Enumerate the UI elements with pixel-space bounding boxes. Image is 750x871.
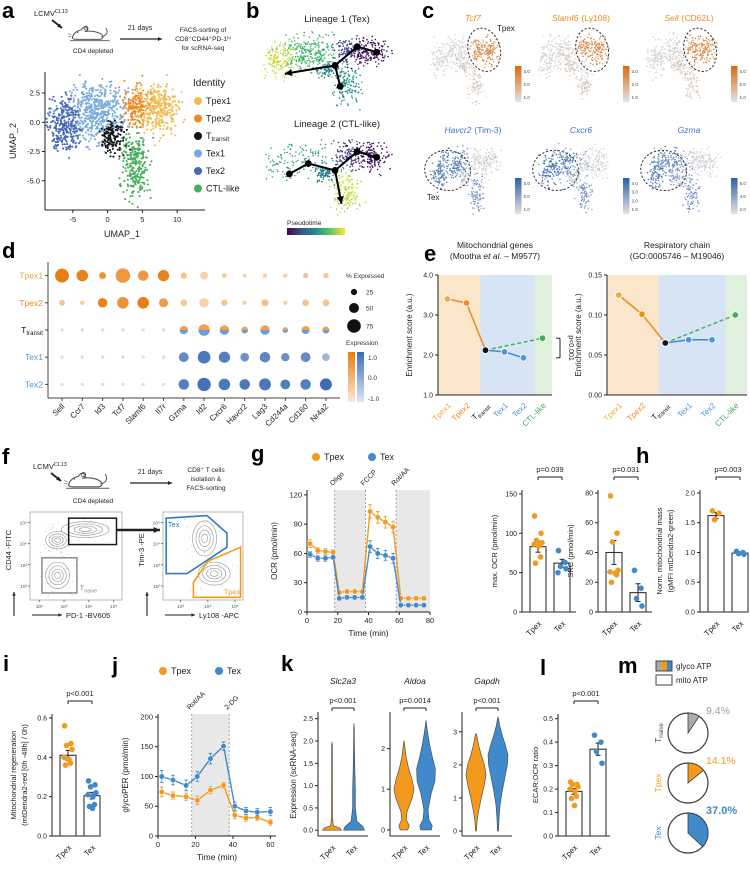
panel-c-label: c	[422, 0, 435, 23]
svg-text:FACS-sorting of: FACS-sorting of	[180, 27, 227, 34]
mouse-icon	[63, 471, 110, 489]
svg-text:21 days: 21 days	[128, 25, 153, 32]
svg-text:-5: -5	[69, 215, 76, 224]
umap-legend: Identity Tpex1 Tpex2 Ttransit Tex1 Tex2 CTL-li…	[193, 78, 240, 194]
svg-text:2.0: 2.0	[740, 82, 747, 87]
svg-text:2.0: 2.0	[524, 82, 531, 87]
panel-c: Tcf7 Tpex 3.0 2.0 1.0 Slamf6 (Ly108) 3.0 2.0 1.0 S…	[424, 13, 747, 215]
mouse-icon	[67, 25, 110, 42]
svg-text:10: 10	[173, 215, 181, 224]
svg-text:2.0: 2.0	[632, 82, 639, 87]
panel-a-label: a	[2, 0, 15, 23]
panel-e: Enrichment score (a.u.) Enrichment score …	[405, 240, 747, 428]
svg-text:1.0: 1.0	[524, 95, 531, 100]
svg-text:3.0: 3.0	[632, 69, 639, 74]
svg-text:Havcr2(Tim-3): Havcr2 (Tim-3)	[444, 125, 501, 135]
svg-text:Slamf6(Ly108): Slamf6 (Ly108)	[552, 13, 610, 23]
panel-b: Lineage 1 (Tex) Lineage 2 (CTL-like) Pseud…	[263, 14, 394, 235]
svg-text:Tpex2: Tpex2	[206, 114, 231, 124]
panel-k: Expression (scRNA-seq)Slc2a3p<0.0010.00.…	[289, 676, 512, 862]
svg-text:3.0: 3.0	[524, 69, 531, 74]
svg-text:0: 0	[106, 215, 110, 224]
svg-text:0.0: 0.0	[30, 118, 40, 127]
panel-a: LCMVCL13 21 days FACS-sorting ofCD8⁺CD44⁺P…	[8, 9, 240, 239]
svg-text:2.5: 2.5	[30, 89, 40, 98]
svg-text:1.0: 1.0	[740, 95, 747, 100]
svg-text:-5.0: -5.0	[27, 176, 40, 185]
svg-text:Tpex1: Tpex1	[206, 96, 231, 106]
svg-text:5: 5	[140, 215, 144, 224]
svg-text:CD4 depleted: CD4 depleted	[73, 48, 114, 55]
svg-text:Tex2: Tex2	[206, 166, 225, 176]
svg-text:Tex1: Tex1	[206, 149, 225, 159]
svg-text:Pseudotime: Pseudotime	[287, 220, 322, 227]
svg-text:3.0: 3.0	[740, 69, 747, 74]
panel-j-label: j	[112, 653, 119, 678]
panel-b-label: b	[246, 0, 260, 23]
svg-text:Tcf7: Tcf7	[465, 13, 481, 23]
svg-text:CD8⁺CD44⁺PD-1ʰⁱ: CD8⁺CD44⁺PD-1ʰⁱ	[175, 35, 231, 43]
svg-text:LCMVCL13: LCMVCL13	[34, 9, 68, 18]
panel-d-label: d	[2, 238, 16, 263]
trajectory	[285, 148, 381, 204]
panel-k-label: k	[281, 651, 294, 676]
svg-text:UMAP_2: UMAP_2	[8, 123, 18, 159]
panel-l-label: l	[540, 655, 547, 680]
svg-text:Sell(CD62L): Sell (CD62L)	[664, 13, 713, 23]
svg-text:Tpex: Tpex	[497, 24, 515, 33]
panel-g-label: g	[251, 441, 265, 466]
panel-f-label: f	[2, 444, 10, 469]
svg-text:Identity: Identity	[193, 78, 225, 89]
panel-m-label: m	[618, 653, 638, 678]
svg-text:UMAP_1: UMAP_1	[104, 229, 140, 239]
trajectory	[284, 43, 381, 90]
panel-i-label: i	[3, 651, 10, 676]
svg-text:CTL-like: CTL-like	[206, 184, 240, 194]
umap-plot	[45, 73, 186, 209]
svg-text:-2.5: -2.5	[27, 147, 40, 156]
panel-h-label: h	[636, 443, 650, 468]
svg-text:Lineage 2 (CTL-like): Lineage 2 (CTL-like)	[294, 119, 380, 130]
svg-text:for scRNA-seq: for scRNA-seq	[182, 45, 225, 52]
panel-e-label: e	[424, 241, 437, 266]
svg-text:Lineage 1 (Tex): Lineage 1 (Tex)	[304, 14, 369, 25]
svg-text:1.0: 1.0	[632, 95, 639, 100]
svg-text:Ttransit: Ttransit	[206, 131, 229, 143]
